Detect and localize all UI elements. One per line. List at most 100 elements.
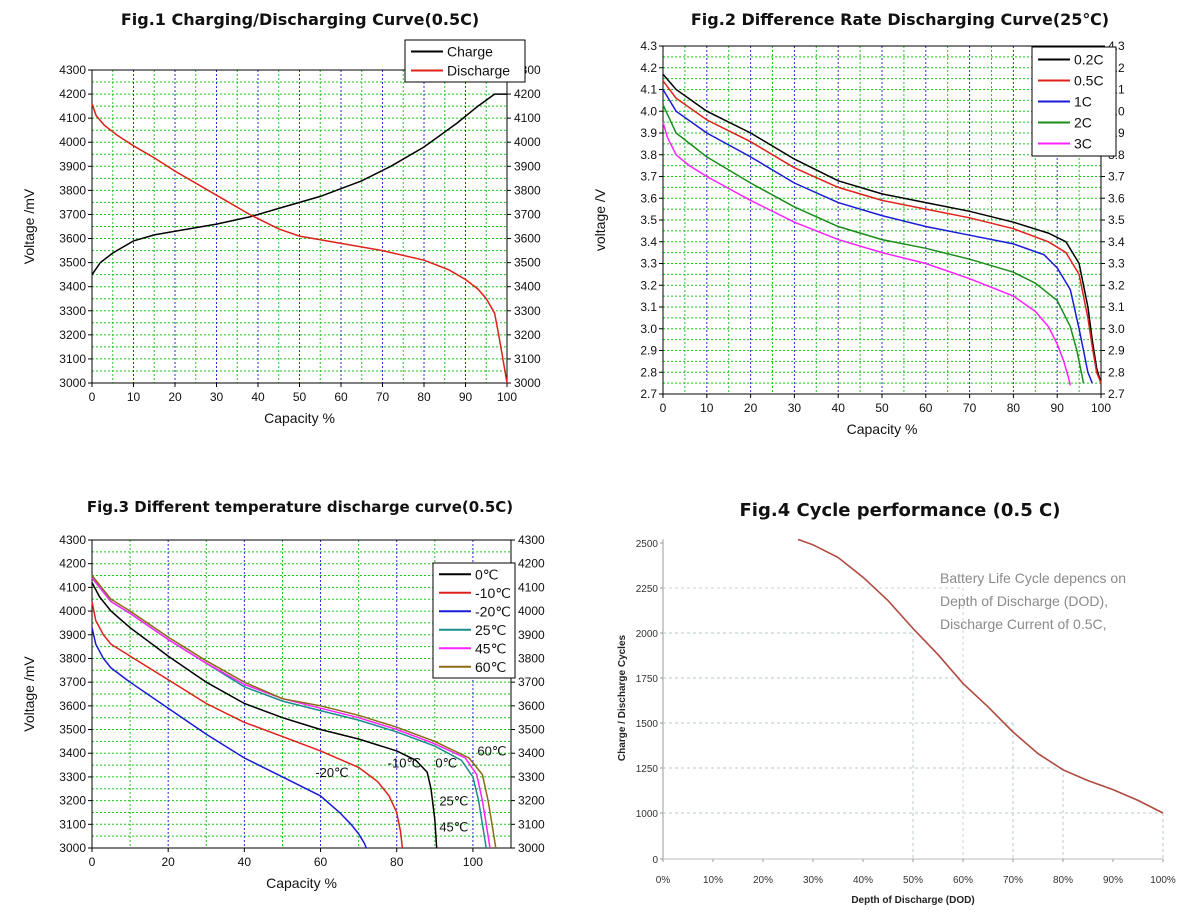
x-tick-label: 40 [832,401,846,415]
y-tick-label-right: 3600 [518,699,545,713]
series-line-20 [91,627,367,849]
legend-label-25: 25℃ [475,622,506,638]
legend-box [1031,46,1117,157]
annotation-45: 45℃ [439,819,468,834]
y-tick-label: 1250 [636,764,659,775]
y-tick-label-right: 3500 [514,256,541,270]
x-axis-label: Depth of Discharge (DOD) [851,895,974,906]
x-tick-label: 60 [334,390,348,404]
y-tick-label-right: 3200 [514,328,541,342]
y-tick-label-right: 3600 [514,232,541,246]
y-tick-label-right: 3200 [518,794,545,808]
x-tick-label: 80% [1053,875,1073,886]
y-tick-label-right: 3100 [518,817,545,831]
y-tick-label: 3600 [59,232,86,246]
legend: Charge Discharge [404,39,526,83]
y-tick-label: 3800 [59,183,86,197]
legend-label-3c: 3C [1074,136,1092,152]
x-tick-label: 0 [660,401,667,415]
y-tick-label-right: 3.5 [1108,213,1125,227]
y-tick-label: 3700 [59,675,86,689]
y-tick-label: 2.9 [640,344,657,358]
y-tick-label: 0 [652,855,658,866]
y-tick-label: 3900 [59,159,86,173]
y-tick-label-right: 3900 [518,628,545,642]
y-tick-label: 3.8 [640,148,657,162]
x-tick-label: 90 [1051,401,1065,415]
y-tick-label-right: 3500 [518,723,545,737]
y-tick-label-right: 3300 [518,770,545,784]
y-axis-label: Charge / Discharge Cycles [617,634,628,761]
y-tick-label-right: 3900 [514,159,541,173]
y-tick-label: 4200 [59,557,86,571]
y-tick-label: 4100 [59,111,86,125]
y-tick-label-right: 3.0 [1108,322,1125,336]
fig2-chart: 2.7 2.7 2.8 2.8 2.9 2.9 3.0 3.0 3.1 3.1 3.2 3.2 3.3 3… [592,39,1125,437]
y-tick-label-right: 3100 [514,352,541,366]
y-tick-label: 4200 [59,87,86,101]
x-tick-label: 100 [463,855,483,869]
annotation-60: 60℃ [477,744,506,759]
x-tick-label: 40 [251,390,265,404]
x-tick-label: 90% [1103,875,1123,886]
y-tick-label-right: 2.9 [1108,344,1125,358]
x-tick-label: 0 [89,855,96,869]
y-tick-label: 3500 [59,723,86,737]
y-tick-label-right: 3.3 [1108,257,1125,271]
y-tick-label-right: 3000 [514,376,541,390]
x-axis-label: Capacity % [264,410,335,426]
y-tick-label-right: 4300 [518,533,545,547]
note-line: Battery Life Cycle depencs on [940,570,1126,586]
y-tick-label: 3.6 [640,191,657,205]
y-tick-label-right: 4000 [518,604,545,618]
y-tick-label-right: 3800 [518,651,545,665]
x-tick-label: 50 [293,390,307,404]
y-tick-label: 3200 [59,328,86,342]
series-line-25 [91,577,487,849]
y-tick-label: 3.2 [640,278,657,292]
y-tick-label: 2000 [636,629,659,640]
y-tick-label: 3100 [59,352,86,366]
y-tick-label-right: 2.8 [1108,365,1125,379]
fig3-panel: Fig.3 Different temperature discharge cu… [0,460,600,920]
series-line-10 [91,601,404,849]
y-axis-label: voltage /V [592,188,608,251]
y-tick-label: 4.1 [640,83,657,97]
y-tick-label: 4.3 [640,39,657,53]
series-line-60 [91,575,497,849]
y-tick-label-right: 4200 [514,87,541,101]
y-tick-label-right: 3400 [514,280,541,294]
y-tick-label-right: 3000 [518,841,545,855]
series-line-45 [91,577,491,849]
y-tick-label: 3.9 [640,126,657,140]
x-tick-label: 90 [459,390,473,404]
legend-box [404,39,526,83]
fig2-panel: Fig.2 Difference Rate Discharging Curve(… [592,0,1200,460]
x-tick-label: 100% [1150,875,1176,886]
x-tick-label: 0% [656,875,671,886]
plot-frame [91,539,512,849]
x-tick-label: 40 [238,855,252,869]
x-tick-label: 80 [417,390,431,404]
y-tick-label: 1750 [636,674,659,685]
y-tick-label: 3200 [59,794,86,808]
y-tick-label: 4.0 [640,104,657,118]
y-tick-label: 1000 [636,809,659,820]
series-line-0-5c [662,80,1102,384]
x-tick-label: 70 [963,401,977,415]
y-tick-label-right: 2.7 [1108,387,1125,401]
y-tick-label: 3300 [59,304,86,318]
fig2-title: Fig.2 Difference Rate Discharging Curve(… [690,10,1110,29]
x-tick-label: 100 [497,390,517,404]
y-axis-label: Voltage /mV [21,188,37,264]
y-tick-label-right: 4200 [518,557,545,571]
y-tick-label: 4300 [59,63,86,77]
legend-label-20: -20℃ [475,603,511,619]
y-tick-label: 3000 [59,376,86,390]
x-tick-label: 30% [803,875,823,886]
y-tick-label-right: 3.6 [1108,191,1125,205]
legend-label-charge: Charge [447,44,493,60]
y-tick-label-right: 4100 [514,111,541,125]
y-tick-label-right: 3.4 [1108,235,1125,249]
grid [662,45,1102,395]
